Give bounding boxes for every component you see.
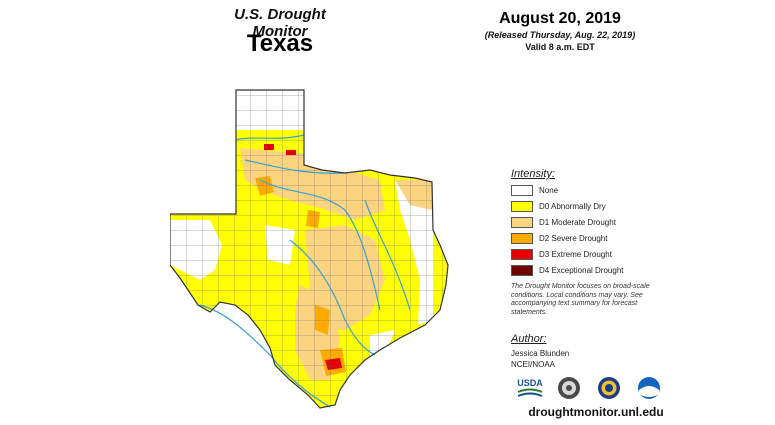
swatch-none (511, 184, 533, 196)
swatch-d3 (511, 248, 533, 260)
legend-label: D2 Severe Drought (539, 233, 608, 243)
legend-item-d4: D4 Exceptional Drought (511, 263, 624, 277)
colorado-river (289, 239, 376, 356)
swatch-d1 (511, 216, 533, 228)
disclaimer-note: The Drought Monitor focuses on broad-sca… (511, 283, 650, 316)
swatch-d4 (511, 264, 533, 276)
doc-seal-logo (596, 376, 622, 400)
legend-label: None (539, 185, 559, 195)
ndmc-logo (556, 376, 582, 400)
legend-item-d2: D2 Severe Drought (511, 231, 607, 245)
legend-label: D1 Moderate Drought (539, 217, 616, 227)
state-name: Texas (246, 30, 314, 57)
legend-title: Intensity: (511, 168, 556, 180)
texas-drought-map (170, 89, 449, 409)
usda-logo: USDA (516, 376, 544, 400)
rio-grande (199, 304, 331, 408)
noaa-logo (636, 376, 662, 400)
valid-time: Valid 8 a.m. EDT (525, 42, 595, 52)
author-title: Author: (511, 333, 547, 345)
author-org: NCEI/NOAA (511, 360, 556, 369)
swatch-d2 (511, 232, 533, 244)
legend-item-d1: D1 Moderate Drought (511, 215, 616, 229)
legend-item-d3: D3 Extreme Drought (511, 247, 612, 261)
red-river (244, 159, 346, 174)
canadian-river (235, 134, 305, 141)
map-title: U.S. Drought Monitor (234, 6, 326, 40)
legend-label: D4 Exceptional Drought (539, 265, 624, 275)
swatch-d0 (511, 200, 533, 212)
brazos-river (259, 179, 381, 311)
usda-logo-text: USDA (517, 378, 543, 388)
trinity-river (364, 199, 411, 311)
website-link[interactable]: droughtmonitor.unl.edu (528, 405, 664, 419)
rivers (199, 134, 411, 408)
author-name: Jessica Blunden (511, 349, 570, 358)
legend-item-d0: D0 Abnormally Dry (511, 199, 606, 213)
county-grid (170, 90, 448, 408)
legend-label: D3 Extreme Drought (539, 249, 612, 259)
legend-label: D0 Abnormally Dry (539, 201, 606, 211)
legend-item-none: None (511, 183, 558, 197)
release-date: (Released Thursday, Aug. 22, 2019) (484, 30, 636, 40)
valid-date: August 20, 2019 (499, 10, 621, 27)
